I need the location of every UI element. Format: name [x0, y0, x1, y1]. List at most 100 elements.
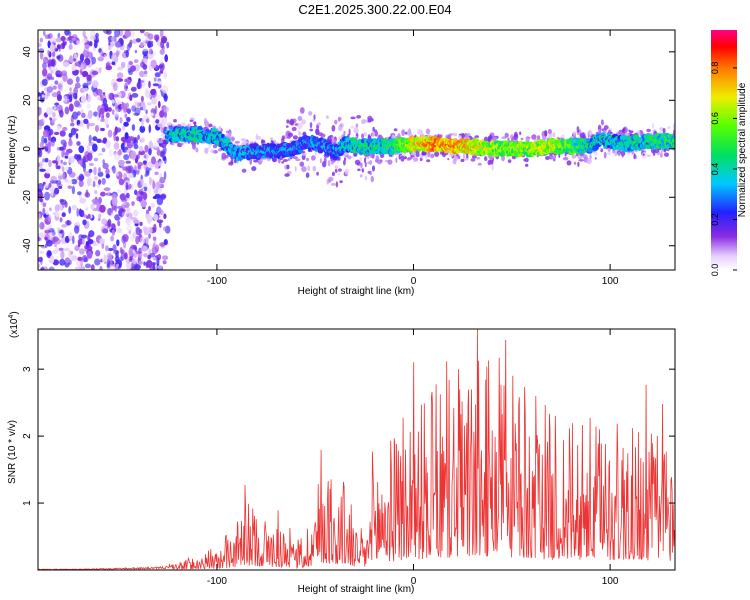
halo-blob: [420, 130, 423, 134]
halo-blob: [301, 166, 307, 173]
noise-blob: [137, 134, 140, 140]
halo-blob: [359, 174, 363, 178]
noise-blob: [139, 260, 143, 265]
noise-blob: [133, 138, 138, 143]
halo-blob: [204, 147, 209, 154]
noise-blob: [38, 232, 46, 239]
noise-blob: [83, 118, 89, 125]
noise-blob: [83, 214, 88, 218]
halo-blob: [356, 115, 362, 119]
noise-blob: [131, 258, 138, 265]
noise-blob: [38, 213, 41, 218]
noise-blob: [114, 41, 122, 48]
halo-blob: [364, 119, 369, 123]
halo-blob: [525, 163, 529, 167]
halo-blob: [387, 159, 393, 165]
halo-blob: [524, 157, 529, 163]
noise-blob: [147, 42, 154, 48]
noise-blob: [63, 95, 68, 103]
noise-blob: [141, 73, 148, 77]
noise-blob: [129, 94, 133, 101]
halo-blob: [364, 161, 367, 168]
noise-blob: [155, 119, 160, 124]
noise-blob: [66, 219, 70, 226]
noise-blob: [50, 69, 53, 75]
halo-blob: [281, 135, 285, 141]
noise-blob: [99, 50, 104, 57]
ridge-blob: [220, 133, 225, 139]
halo-blob: [477, 162, 482, 166]
noise-blob: [82, 219, 87, 226]
noise-blob: [146, 214, 153, 223]
noise-blob: [148, 124, 152, 134]
noise-blob: [112, 82, 118, 91]
noise-blob: [150, 202, 155, 208]
noise-blob: [122, 201, 126, 206]
noise-blob: [109, 258, 113, 268]
halo-blob: [617, 151, 621, 157]
halo-blob: [281, 161, 285, 164]
noise-blob: [123, 252, 128, 260]
noise-blob: [44, 183, 49, 188]
noise-blob: [88, 134, 92, 144]
noise-blob: [128, 70, 134, 76]
noise-blob: [84, 244, 90, 250]
noise-blob: [138, 80, 145, 83]
noise-blob: [142, 104, 146, 112]
halo-blob: [335, 181, 339, 188]
noise-blob: [111, 99, 115, 104]
halo-blob: [224, 133, 229, 137]
halo-blob: [647, 154, 651, 157]
noise-blob: [116, 239, 120, 247]
noise-blob: [126, 225, 133, 231]
halo-blob: [430, 153, 435, 159]
noise-blob: [38, 42, 42, 47]
noise-blob: [60, 250, 65, 260]
noise-blob: [154, 105, 158, 114]
noise-blob: [52, 65, 56, 74]
noise-blob: [157, 265, 162, 269]
noise-blob: [76, 260, 82, 267]
halo-blob: [614, 151, 618, 157]
noise-blob: [159, 209, 164, 216]
noise-blob: [163, 239, 168, 246]
noise-blob: [66, 78, 74, 85]
noise-blob: [151, 156, 156, 165]
noise-blob: [71, 66, 77, 71]
noise-blob: [111, 61, 116, 65]
noise-blob: [164, 54, 168, 63]
noise-blob: [162, 260, 167, 265]
noise-blob: [59, 110, 64, 118]
halo-blob: [472, 155, 477, 159]
noise-blob: [59, 80, 64, 85]
noise-blob: [148, 148, 152, 156]
noise-blob: [153, 142, 159, 149]
halo-blob: [332, 139, 337, 143]
noise-blob: [136, 81, 143, 90]
noise-blob: [161, 133, 166, 137]
noise-blob: [139, 236, 146, 244]
noise-blob: [97, 171, 104, 177]
noise-blob: [105, 168, 110, 175]
noise-blob: [42, 56, 49, 64]
halo-blob: [646, 128, 651, 133]
noise-blob: [49, 138, 55, 143]
noise-blob: [93, 41, 98, 49]
noise-blob: [159, 49, 165, 55]
noise-blob: [126, 216, 130, 224]
noise-blob: [86, 145, 91, 153]
noise-blob: [162, 37, 167, 44]
noise-blob: [153, 214, 159, 221]
noise-blob: [44, 34, 51, 39]
halo-blob: [447, 134, 452, 139]
halo-blob: [629, 130, 634, 133]
noise-blob: [117, 128, 121, 133]
noise-blob: [79, 197, 87, 204]
noise-blob: [81, 38, 88, 44]
halo-blob: [344, 157, 347, 161]
halo-blob: [520, 137, 524, 141]
noise-blob: [120, 102, 128, 110]
noise-blob: [107, 92, 114, 100]
noise-blob: [62, 126, 68, 132]
halo-blob: [348, 128, 351, 136]
